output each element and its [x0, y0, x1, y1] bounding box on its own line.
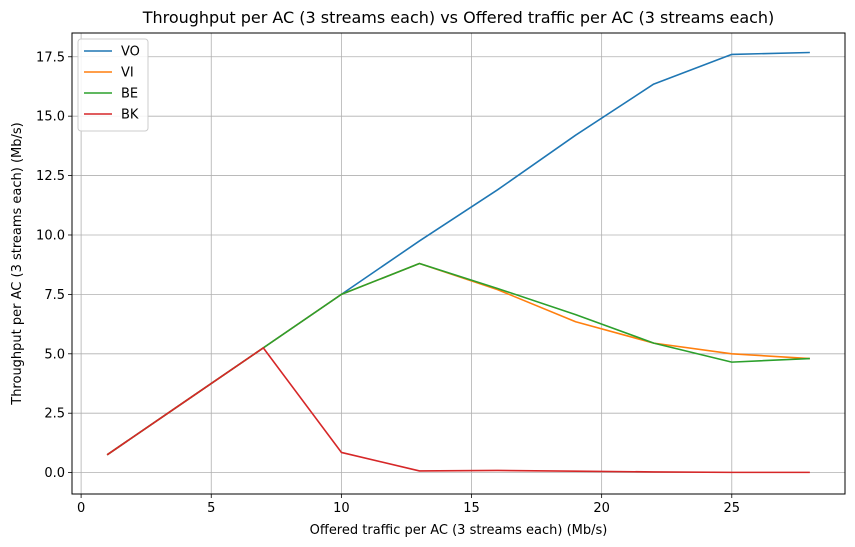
y-tick-label: 10.0 [36, 228, 65, 243]
y-tick-label: 5.0 [44, 347, 65, 362]
x-tick-label: 5 [207, 501, 215, 516]
y-tick-label: 12.5 [36, 169, 65, 184]
y-tick-label: 15.0 [36, 110, 65, 125]
plot-frame [71, 32, 846, 495]
legend-label-vi: VI [121, 66, 134, 81]
ticks: 0 5 10 15 20 25 0.0 2.5 5.0 7.5 10.0 12.5 15.0 17.5 [36, 50, 740, 516]
y-tick-label: 17.5 [36, 50, 65, 65]
x-tick-label: 10 [333, 501, 350, 516]
y-tick-label: 2.5 [44, 407, 65, 422]
legend-label-be: BE [121, 87, 138, 102]
grid [72, 33, 845, 494]
series-lines [106, 51, 810, 474]
series-line-bk [106, 347, 810, 474]
x-tick-label: 0 [77, 501, 85, 516]
y-tick-label: 0.0 [44, 466, 65, 481]
chart-title: Throughput per AC (3 streams each) vs Of… [142, 8, 775, 27]
x-axis-label: Offered traffic per AC (3 streams each) … [310, 523, 608, 538]
legend-label-vo: VO [121, 45, 140, 60]
legend-label-bk: BK [121, 108, 139, 123]
x-tick-label: 15 [463, 501, 480, 516]
x-tick-label: 20 [593, 501, 610, 516]
legend-box [77, 38, 149, 132]
legend: VO VI BE BK [77, 38, 149, 132]
y-tick-label: 7.5 [44, 288, 65, 303]
y-axis-label: Throughput per AC (3 streams each) (Mb/s… [10, 122, 25, 406]
x-tick-label: 25 [724, 501, 741, 516]
